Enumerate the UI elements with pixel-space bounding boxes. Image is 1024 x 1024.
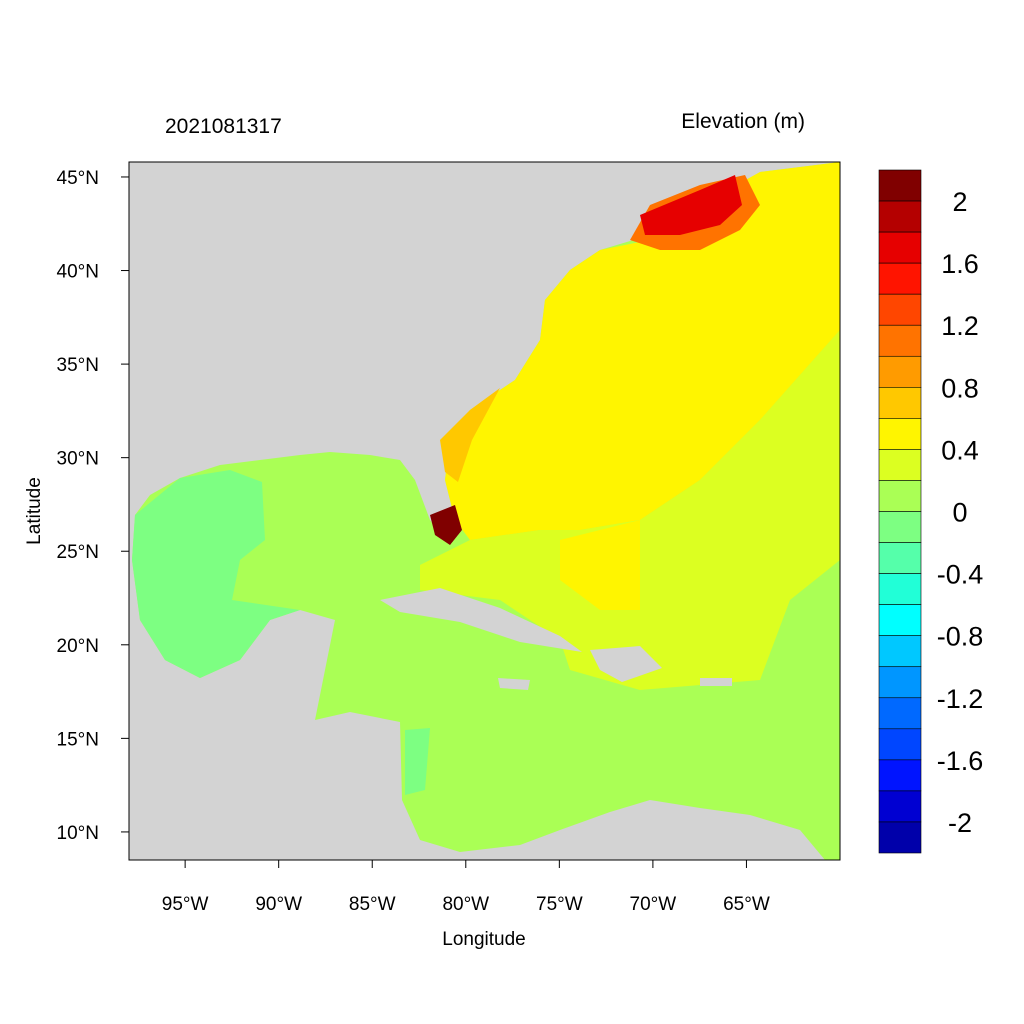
colorbar-label: -0.4 xyxy=(937,560,984,590)
y-tick-label: 35°N xyxy=(57,355,99,376)
cuba-land xyxy=(380,588,582,652)
colorbar-label: 1.2 xyxy=(941,311,979,341)
colorbar-box xyxy=(878,759,922,792)
x-tick-label: 90°W xyxy=(255,894,302,915)
colorbar-box xyxy=(878,790,922,823)
x-tick-label: 95°W xyxy=(162,894,209,915)
colorbar-box xyxy=(878,821,922,854)
y-tick-label: 40°N xyxy=(57,262,99,283)
colorbar-box xyxy=(878,200,922,233)
colorbar-box xyxy=(878,697,922,730)
colorbar-label: -0.8 xyxy=(937,622,984,652)
x-axis-label: Longitude xyxy=(442,929,525,950)
colorbar-box xyxy=(878,449,922,481)
hispaniola-land xyxy=(590,646,662,682)
x-tick-label: 75°W xyxy=(536,894,583,915)
colorbar-label: -1.2 xyxy=(937,684,984,714)
y-axis-label: Latitude xyxy=(24,477,45,545)
axes: 95°W 90°W 85°W 80°W 75°W 70°W 65°W 45°N 40°N 35°N… xyxy=(57,168,770,915)
ocean-honduras xyxy=(405,728,430,795)
colorbar-box xyxy=(878,728,922,761)
colorbar-box xyxy=(878,169,922,202)
colorbar-box xyxy=(878,573,922,605)
colorbar-box xyxy=(878,542,922,574)
colorbar-box xyxy=(878,480,922,512)
plot-frame xyxy=(128,161,841,861)
x-tick-label: 65°W xyxy=(723,894,770,915)
x-tick-label: 85°W xyxy=(349,894,396,915)
colorbar-label: 0 xyxy=(952,498,967,528)
colorbar-box xyxy=(878,355,922,388)
y-tick-label: 10°N xyxy=(57,823,99,844)
y-tick-label: 25°N xyxy=(57,542,99,563)
colorbar-label: 0.4 xyxy=(941,435,979,465)
surge-florida-east xyxy=(440,388,500,482)
colorbar-label: 1.6 xyxy=(941,249,979,279)
colorbar-box xyxy=(878,262,922,295)
ocean-bahamas-yellow xyxy=(560,520,640,610)
colorbar-box xyxy=(878,231,922,264)
colorbar-box xyxy=(878,511,922,543)
y-tick-label: 45°N xyxy=(57,168,99,189)
jamaica-land xyxy=(498,678,530,690)
map-plot-area xyxy=(128,161,841,861)
colorbar-box xyxy=(878,666,922,699)
y-tick-label: 20°N xyxy=(57,636,99,657)
title-left: 2021081317 xyxy=(165,115,282,138)
colorbar-label: -2 xyxy=(948,808,972,838)
colorbar-box xyxy=(878,387,922,419)
surge-maine-red xyxy=(640,175,742,235)
ocean-atlantic-south xyxy=(420,330,840,690)
ocean-atlantic-yellow xyxy=(445,162,840,540)
surge-south-florida xyxy=(430,505,462,545)
colorbar-box xyxy=(878,293,922,326)
colorbar-box xyxy=(878,604,922,636)
y-tick-label: 15°N xyxy=(57,729,99,750)
colorbar-label: 2 xyxy=(952,187,967,217)
colorbar-box xyxy=(878,324,922,357)
y-tick-label: 30°N xyxy=(57,449,99,470)
ocean-gulf-west xyxy=(132,470,300,678)
x-tick-label: 70°W xyxy=(630,894,677,915)
puerto-rico-land xyxy=(700,678,732,686)
colorbar-label: 0.8 xyxy=(941,373,979,403)
colorbar-label: -1.6 xyxy=(937,746,984,776)
colorbar-box xyxy=(878,418,922,450)
colorbar-box xyxy=(878,635,922,668)
colorbar: 2 1.6 1.2 0.8 0.4 0 -0.4 -0.8 -1.2 -1.6 -2 xyxy=(878,169,984,854)
title-right: Elevation (m) xyxy=(681,110,805,133)
x-tick-label: 80°W xyxy=(442,894,489,915)
